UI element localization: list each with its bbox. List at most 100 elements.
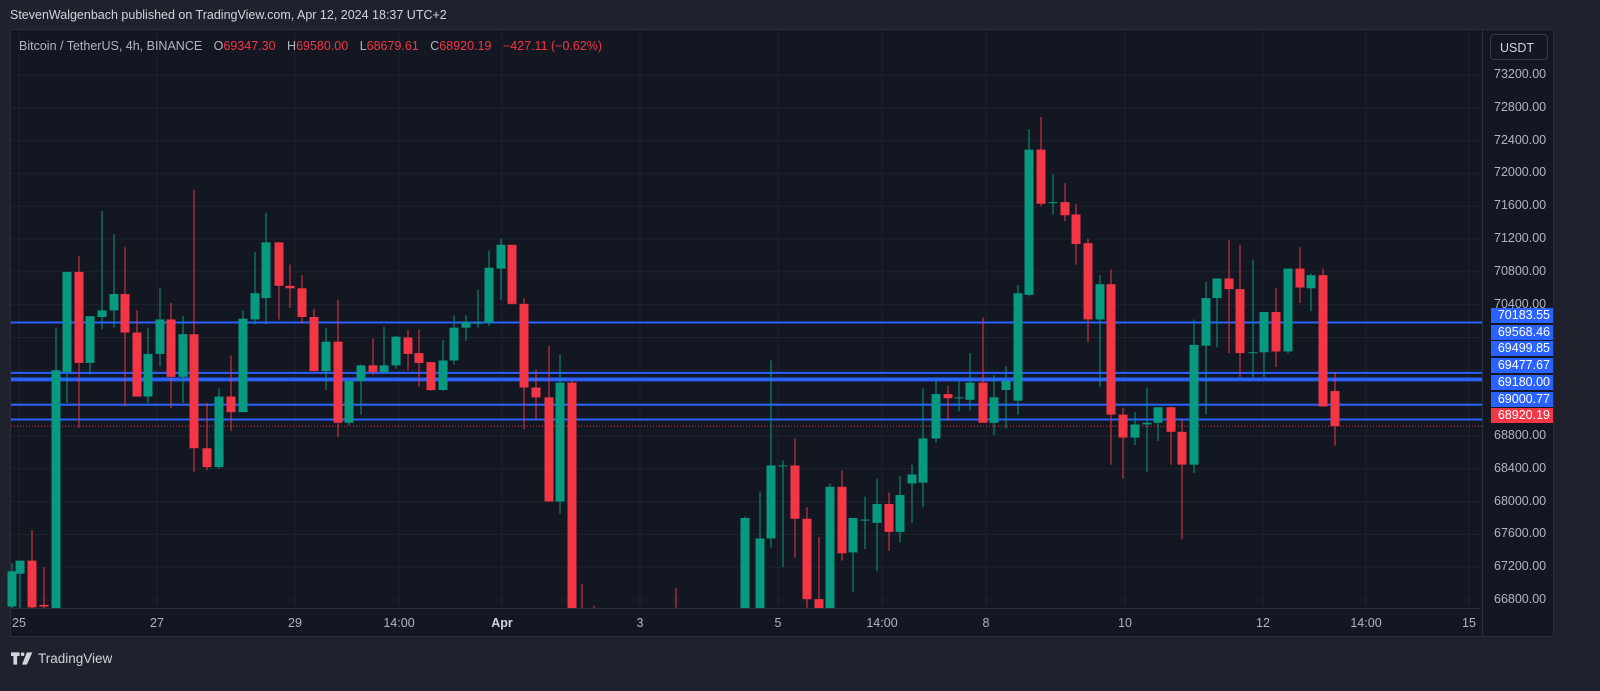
candle[interactable] — [39, 567, 49, 608]
tradingview-brand[interactable]: TradingView — [11, 651, 112, 666]
candle[interactable] — [931, 378, 941, 443]
candle[interactable] — [285, 264, 295, 308]
candle[interactable] — [7, 563, 17, 608]
candle[interactable] — [978, 317, 988, 423]
candle[interactable] — [1095, 275, 1105, 387]
candle[interactable] — [344, 380, 354, 426]
candle[interactable] — [1166, 407, 1176, 465]
candle[interactable] — [965, 353, 975, 411]
candle[interactable] — [825, 483, 835, 608]
candle[interactable] — [814, 536, 824, 608]
candle[interactable] — [426, 362, 436, 391]
candle[interactable] — [907, 464, 917, 523]
candle[interactable] — [1118, 408, 1128, 479]
candle[interactable] — [1295, 247, 1305, 304]
candle[interactable] — [1248, 259, 1258, 377]
candle[interactable] — [85, 316, 95, 375]
candle[interactable] — [1130, 412, 1140, 445]
candle[interactable] — [918, 388, 928, 508]
candle[interactable] — [1212, 278, 1222, 348]
candle[interactable] — [1036, 116, 1046, 207]
candle[interactable] — [1271, 288, 1281, 368]
candle[interactable] — [943, 385, 953, 422]
candle[interactable] — [333, 299, 343, 437]
candle[interactable] — [438, 339, 448, 391]
candle[interactable] — [577, 584, 587, 609]
candle[interactable] — [178, 316, 188, 404]
candle[interactable] — [531, 369, 541, 420]
candle[interactable] — [132, 310, 142, 397]
candle[interactable] — [519, 298, 529, 430]
candle[interactable] — [27, 530, 37, 608]
candle[interactable] — [1048, 174, 1058, 215]
candle[interactable] — [120, 247, 130, 407]
candle[interactable] — [848, 517, 858, 592]
candle[interactable] — [368, 338, 378, 376]
candle[interactable] — [1330, 371, 1340, 446]
candle[interactable] — [895, 476, 905, 543]
candle[interactable] — [403, 330, 413, 371]
candle[interactable] — [238, 310, 248, 413]
candle[interactable] — [778, 460, 788, 568]
candle[interactable] — [1071, 203, 1081, 265]
candle[interactable] — [1142, 387, 1152, 473]
candle[interactable] — [837, 470, 847, 561]
candle[interactable] — [954, 380, 964, 412]
candle[interactable] — [391, 335, 401, 369]
candle[interactable] — [1224, 239, 1234, 354]
candle[interactable] — [274, 242, 284, 320]
candle[interactable] — [1318, 268, 1328, 407]
candle[interactable] — [356, 364, 366, 415]
candle[interactable] — [155, 288, 165, 367]
candle[interactable] — [544, 345, 554, 502]
candle[interactable] — [1201, 281, 1211, 415]
candle[interactable] — [1153, 407, 1163, 441]
candle[interactable] — [261, 212, 271, 325]
candle[interactable] — [1013, 284, 1023, 415]
candle[interactable] — [884, 492, 894, 551]
candle[interactable] — [740, 516, 750, 608]
candle[interactable] — [1259, 312, 1269, 377]
candle[interactable] — [473, 289, 483, 328]
candle[interactable] — [555, 354, 565, 514]
currency-button[interactable]: USDT — [1490, 34, 1548, 60]
candle[interactable] — [1106, 269, 1116, 465]
candle[interactable] — [109, 234, 119, 328]
candle[interactable] — [1083, 239, 1093, 343]
candle[interactable] — [189, 189, 199, 473]
candle[interactable] — [214, 388, 224, 469]
candle[interactable] — [74, 256, 84, 428]
chart-frame[interactable] — [10, 29, 1554, 637]
candle[interactable] — [1306, 273, 1316, 312]
candle[interactable] — [1024, 129, 1034, 297]
candle[interactable] — [309, 308, 319, 372]
candle[interactable] — [321, 327, 331, 390]
candle[interactable] — [802, 507, 812, 608]
candle[interactable] — [496, 238, 506, 300]
candle[interactable] — [379, 326, 389, 374]
candle[interactable] — [1001, 366, 1011, 429]
candle[interactable] — [790, 438, 800, 558]
candle[interactable] — [567, 380, 577, 608]
candle[interactable] — [484, 250, 494, 327]
candle[interactable] — [1283, 268, 1293, 354]
candle[interactable] — [507, 244, 517, 305]
candle[interactable] — [51, 327, 61, 608]
candle[interactable] — [143, 327, 153, 404]
candle[interactable] — [62, 271, 72, 404]
candle[interactable] — [1177, 419, 1187, 540]
candle[interactable] — [250, 252, 260, 325]
candle[interactable] — [297, 275, 307, 324]
candle[interactable] — [166, 303, 176, 409]
candle[interactable] — [1189, 319, 1199, 473]
candle[interactable] — [461, 315, 471, 341]
candle[interactable] — [414, 329, 424, 387]
candle[interactable] — [15, 560, 25, 608]
candle[interactable] — [671, 587, 681, 609]
candle[interactable] — [449, 315, 459, 365]
candle[interactable] — [766, 360, 776, 548]
candle[interactable] — [1235, 244, 1245, 377]
candle[interactable] — [872, 478, 882, 572]
candle[interactable] — [989, 375, 999, 436]
